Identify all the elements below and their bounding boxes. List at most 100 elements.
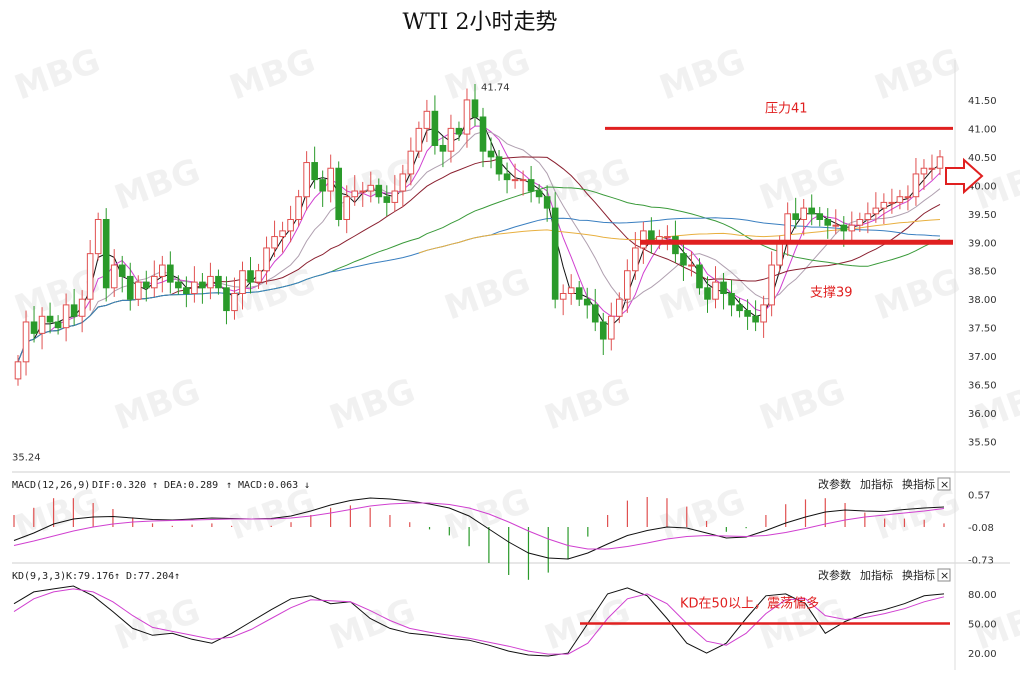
candle-body bbox=[640, 230, 647, 249]
kd-close-icon[interactable] bbox=[937, 568, 951, 582]
candle bbox=[864, 202, 872, 234]
candle-body bbox=[407, 150, 415, 175]
ma-line bbox=[17, 156, 941, 362]
kd-lines bbox=[13, 585, 945, 657]
price-tick-label: 38.00 bbox=[968, 295, 997, 306]
kd-add-indicator-button[interactable]: 加指标 bbox=[860, 568, 893, 582]
price-panel: 41.50 41.00 40.50 40.00 39.50 39.00 38.50 38.00… bbox=[12, 82, 997, 463]
candle-body bbox=[896, 196, 904, 203]
candle-body bbox=[102, 218, 110, 289]
candle-body bbox=[94, 218, 102, 255]
candle bbox=[126, 262, 134, 311]
candle bbox=[680, 244, 687, 281]
candle bbox=[624, 259, 631, 313]
candle-body bbox=[223, 287, 230, 312]
candle-body bbox=[696, 264, 703, 289]
candle bbox=[872, 192, 880, 223]
candle-body bbox=[423, 110, 431, 129]
candle bbox=[583, 287, 591, 319]
macd-lines bbox=[13, 497, 945, 560]
candle bbox=[223, 276, 230, 325]
candle-body bbox=[463, 99, 471, 135]
candle-body bbox=[704, 287, 711, 300]
candle bbox=[880, 193, 888, 225]
kd-tick-label: 20.00 bbox=[968, 649, 997, 660]
candle bbox=[896, 189, 904, 210]
kd-k-value: K:79.176 bbox=[66, 571, 114, 582]
candle-body bbox=[207, 275, 214, 289]
candle-body bbox=[167, 264, 174, 283]
candle-body bbox=[30, 321, 38, 334]
candle bbox=[447, 114, 455, 163]
candle bbox=[615, 292, 623, 324]
candle bbox=[78, 290, 86, 333]
candle bbox=[559, 284, 567, 316]
candle-body bbox=[511, 179, 519, 182]
candle bbox=[167, 251, 174, 294]
close-icon[interactable] bbox=[937, 477, 951, 491]
candle bbox=[94, 212, 102, 261]
kd-switch-indicator-button[interactable]: 换指标 bbox=[902, 568, 935, 582]
candle-body bbox=[239, 270, 246, 295]
candle bbox=[688, 251, 695, 277]
candle bbox=[359, 181, 367, 207]
price-tick-label: 41.50 bbox=[968, 96, 997, 107]
switch-indicator-button[interactable]: 换指标 bbox=[902, 477, 935, 491]
candle bbox=[656, 229, 663, 250]
candle bbox=[720, 273, 727, 310]
candle bbox=[150, 260, 158, 297]
candle bbox=[86, 239, 94, 311]
candle bbox=[375, 178, 383, 204]
macd-header: MACD(12,26,9) DIF:0.320 ↑ DEA:0.289 ↑ MA… bbox=[12, 480, 310, 491]
candle-body bbox=[303, 162, 310, 198]
candle bbox=[30, 306, 38, 343]
candle bbox=[800, 198, 808, 236]
candle-body bbox=[183, 287, 190, 295]
candle bbox=[319, 170, 326, 207]
candle-body bbox=[776, 241, 783, 266]
kd-annotation: KD在50以上，震荡偏多 bbox=[580, 595, 950, 625]
add-indicator-button[interactable]: 加指标 bbox=[860, 477, 893, 491]
kd-k-line bbox=[13, 585, 945, 657]
candle-body bbox=[14, 361, 22, 380]
candle-body bbox=[575, 287, 583, 300]
candle bbox=[599, 312, 607, 355]
candle bbox=[912, 158, 920, 206]
change-params-button[interactable]: 改参数 bbox=[818, 477, 851, 491]
candle-body bbox=[142, 281, 150, 289]
candle-body bbox=[415, 127, 423, 152]
candle bbox=[439, 136, 447, 168]
candle-body bbox=[728, 293, 735, 306]
macd-histogram bbox=[13, 497, 945, 580]
candle-body bbox=[247, 270, 254, 283]
candle bbox=[351, 175, 359, 206]
candle bbox=[391, 175, 399, 212]
candle bbox=[399, 164, 407, 207]
watermark-text: MBG bbox=[324, 371, 420, 439]
candle bbox=[102, 208, 110, 302]
macd-tick-label: -0.73 bbox=[968, 556, 994, 567]
candle-body bbox=[904, 196, 912, 199]
watermark-text: MBG bbox=[9, 41, 105, 109]
candle-body bbox=[159, 264, 166, 277]
candle-body bbox=[199, 281, 206, 289]
candle-body bbox=[856, 218, 864, 226]
candle-body bbox=[175, 281, 182, 289]
candle bbox=[519, 170, 527, 196]
candle-body bbox=[768, 264, 775, 306]
candle-body bbox=[583, 298, 591, 306]
kd-change-params-button[interactable]: 改参数 bbox=[818, 568, 851, 582]
candle bbox=[487, 137, 495, 169]
candle bbox=[46, 302, 54, 334]
price-level-label: 支撑39 bbox=[810, 285, 853, 300]
candle-body bbox=[439, 144, 447, 152]
candle bbox=[712, 266, 719, 309]
watermark-text: MBG bbox=[869, 41, 965, 109]
candle-body bbox=[744, 310, 751, 317]
watermark-text: MBG bbox=[224, 481, 320, 549]
price-annotations: 压力41 支撑39 bbox=[605, 101, 953, 300]
candle-body bbox=[808, 207, 816, 215]
candle bbox=[175, 275, 182, 295]
